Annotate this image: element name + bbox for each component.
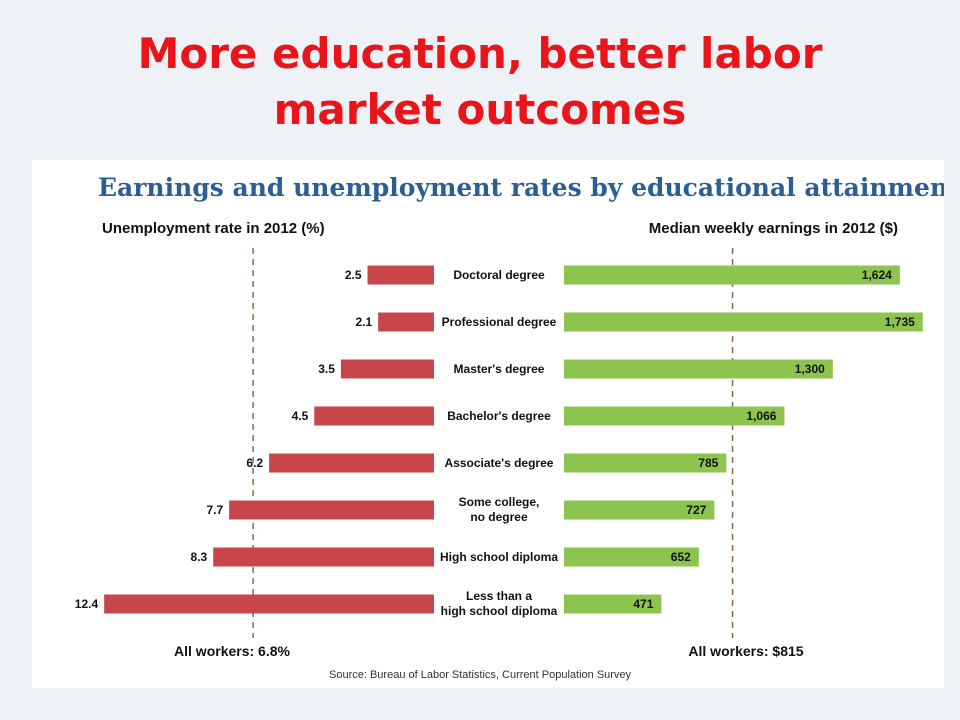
unemployment-value-label: 12.4: [75, 597, 99, 611]
chart-panel: Earnings and unemployment rates by educa…: [32, 160, 944, 688]
earnings-value-label: 1,066: [746, 409, 776, 423]
left-axis-title: Unemployment rate in 2012 (%): [102, 220, 325, 237]
category-label: Doctoral degree: [453, 268, 545, 282]
unemployment-bar: [229, 500, 434, 520]
category-label: Bachelor's degree: [447, 409, 551, 423]
earnings-value-label: 1,300: [795, 362, 825, 376]
earnings-bar: [564, 594, 662, 614]
category-label: Associate's degree: [445, 456, 554, 470]
category-label: no degree: [470, 510, 528, 524]
earnings-bar: [564, 500, 715, 520]
earnings-value-label: 471: [633, 597, 653, 611]
unemployment-bar: [213, 547, 434, 567]
earnings-value-label: 1,735: [885, 315, 915, 329]
chart-title: Earnings and unemployment rates by educa…: [98, 173, 944, 202]
unemployment-bar: [104, 594, 434, 614]
unemployment-bar: [378, 312, 434, 332]
earnings-bar: [564, 547, 699, 567]
unemployment-bar: [269, 453, 434, 473]
category-label: Professional degree: [442, 315, 557, 329]
left-reference-label: All workers: 6.8%: [174, 643, 290, 659]
unemployment-bar: [340, 359, 434, 379]
unemployment-value-label: 2.5: [345, 268, 362, 282]
unemployment-value-label: 4.5: [292, 409, 309, 423]
earnings-bar: [564, 453, 727, 473]
slide-title-line-1: More education, better labor: [137, 29, 823, 78]
category-label: Less than a: [466, 589, 532, 603]
right-axis-title: Median weekly earnings in 2012 ($): [649, 220, 898, 237]
category-label: High school diploma: [440, 550, 558, 564]
right-reference-label: All workers: $815: [688, 643, 803, 659]
slide-title-line-2: market outcomes: [273, 85, 687, 134]
unemployment-value-label: 8.3: [191, 550, 208, 564]
unemployment-bar: [367, 265, 434, 285]
category-label: high school diploma: [441, 604, 558, 618]
unemployment-bar: [314, 406, 434, 426]
earnings-value-label: 1,624: [862, 268, 892, 282]
category-label: Master's degree: [454, 362, 545, 376]
earnings-bar: [564, 312, 923, 332]
earnings-bar: [564, 359, 833, 379]
earnings-bar: [564, 265, 900, 285]
earnings-value-label: 785: [698, 456, 718, 470]
category-label: Some college,: [459, 495, 540, 509]
earnings-value-label: 727: [686, 503, 706, 517]
bars-layer: 2.5 1,624 Doctoral degree 2.1 1,735 Professio…: [75, 248, 923, 638]
chart: Earnings and unemployment rates by educa…: [75, 173, 944, 681]
unemployment-value-label: 6.2: [246, 456, 263, 470]
unemployment-value-label: 3.5: [318, 362, 335, 376]
earnings-value-label: 652: [671, 550, 691, 564]
earnings-bar: [564, 406, 785, 426]
unemployment-value-label: 7.7: [206, 503, 223, 517]
unemployment-value-label: 2.1: [355, 315, 372, 329]
source-note: Source: Bureau of Labor Statistics, Curr…: [329, 669, 632, 681]
slide-title: More education, better labor market outc…: [0, 26, 960, 138]
